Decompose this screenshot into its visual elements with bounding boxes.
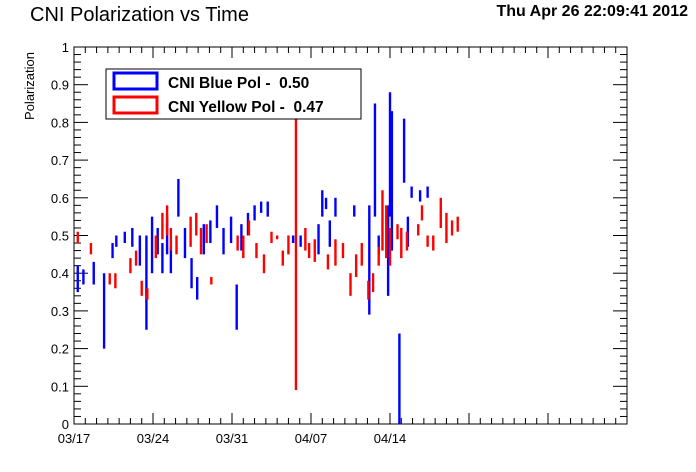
- x-tick-label: 03/31: [216, 431, 249, 446]
- legend-swatch-yellow: [112, 95, 159, 115]
- y-tick-label: 0.2: [51, 342, 69, 357]
- legend: CNI Blue Pol - 0.50 CNI Yellow Pol - 0.4…: [105, 68, 362, 120]
- x-tick-label: 03/24: [137, 431, 170, 446]
- timestamp: Thu Apr 26 22:09:41 2012: [496, 3, 689, 20]
- y-axis-label: Polarization: [22, 52, 37, 120]
- series-blue: [76, 92, 429, 424]
- y-tick-label: 0.9: [51, 78, 69, 93]
- y-tick-label: 0.6: [51, 191, 69, 206]
- y-tick-label: 0: [62, 417, 69, 432]
- legend-label-blue: CNI Blue Pol - 0.50: [168, 75, 309, 92]
- legend-swatch-blue: [112, 71, 159, 91]
- y-tick-label: 0.5: [51, 229, 69, 244]
- y-tick-label: 0.8: [51, 115, 69, 130]
- legend-label-yellow: CNI Yellow Pol - 0.47: [168, 99, 324, 116]
- data-marks: [76, 92, 459, 424]
- legend-box: [105, 68, 362, 120]
- y-tick-label: 0.3: [51, 304, 69, 319]
- y-tick-label: 1: [62, 40, 69, 55]
- x-tick-label: 04/14: [374, 431, 407, 446]
- y-tick-label: 0.1: [51, 379, 69, 394]
- y-tick-label: 0.4: [51, 266, 69, 281]
- axes: 0 0.1 0.2 0.3 0.4 0.5 0.6 0.7 0.8 0.9 1 03/17 03/24 0…: [51, 40, 628, 446]
- y-tick-label: 0.7: [51, 153, 69, 168]
- x-tick-label: 04/07: [295, 431, 328, 446]
- series-yellow: [76, 111, 459, 391]
- x-tick-label: 03/17: [58, 431, 91, 446]
- chart-title: CNI Polarization vs Time: [30, 4, 249, 26]
